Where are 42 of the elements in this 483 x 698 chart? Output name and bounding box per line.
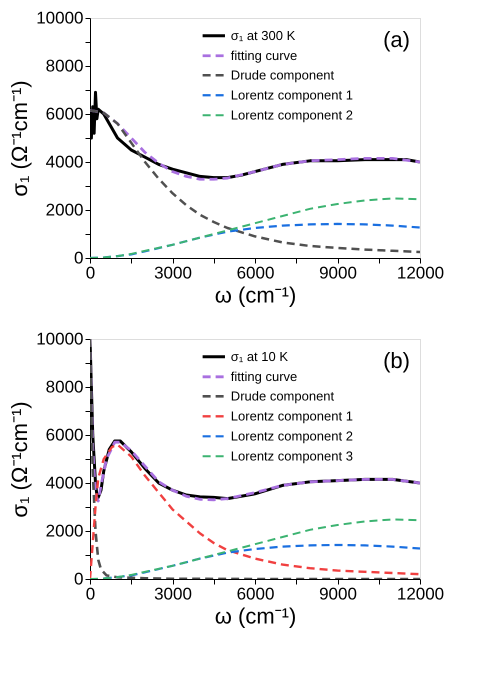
annotation: (a) <box>383 27 410 52</box>
legend-label: σ₁ at 10 K <box>230 348 288 364</box>
legend-label: Lorentz component 1 <box>230 408 353 424</box>
legend-label: Lorentz component 2 <box>230 107 353 122</box>
legend-label: Lorentz component 3 <box>230 448 353 464</box>
x-tick-label: 3000 <box>154 264 192 282</box>
x-tick-label: 9000 <box>319 584 357 604</box>
y-tick-label: 0 <box>74 570 84 588</box>
x-axis-title: ω (cm⁻¹) <box>214 282 296 308</box>
y-tick-label: 10000 <box>36 330 84 348</box>
line-series <box>90 109 420 181</box>
legend-label: fitting curve <box>230 48 298 63</box>
x-tick-label: 6000 <box>236 584 274 604</box>
x-tick-label: 3000 <box>154 584 192 604</box>
y-tick-label: 8000 <box>46 56 84 76</box>
line-series <box>90 109 420 254</box>
y-tick-label: 2000 <box>46 522 84 540</box>
legend-label: Drude component <box>230 67 335 82</box>
x-tick-label: 0 <box>86 264 96 282</box>
x-tick-label: 0 <box>86 584 96 604</box>
annotation: (b) <box>383 348 410 373</box>
legend-label: fitting curve <box>230 368 298 384</box>
x-tick-label: 12000 <box>396 264 444 282</box>
x-axis-title: ω (cm⁻¹) <box>214 604 296 628</box>
y-tick-label: 4000 <box>46 474 84 492</box>
legend-label: Lorentz component 1 <box>230 87 353 102</box>
x-tick-label: 9000 <box>319 264 357 282</box>
legend-label: σ₁ at 300 K <box>230 28 296 43</box>
y-tick-label: 8000 <box>46 378 84 396</box>
legend-label: Drude component <box>230 388 335 404</box>
y-tick-label: 6000 <box>46 426 84 444</box>
line-series <box>102 544 420 579</box>
y-axis-title: σ₁ (Ω⁻¹cm⁻¹) <box>7 80 32 197</box>
legend-label: Lorentz component 2 <box>230 428 353 444</box>
y-tick-label: 4000 <box>46 152 84 172</box>
y-tick-label: 6000 <box>46 104 84 124</box>
y-axis-title: σ₁ (Ω⁻¹cm⁻¹) <box>7 401 32 518</box>
x-tick-label: 12000 <box>396 584 444 604</box>
y-tick-label: 0 <box>74 248 84 268</box>
x-tick-label: 6000 <box>236 264 274 282</box>
y-tick-label: 10000 <box>36 8 84 28</box>
y-tick-label: 2000 <box>46 200 84 220</box>
